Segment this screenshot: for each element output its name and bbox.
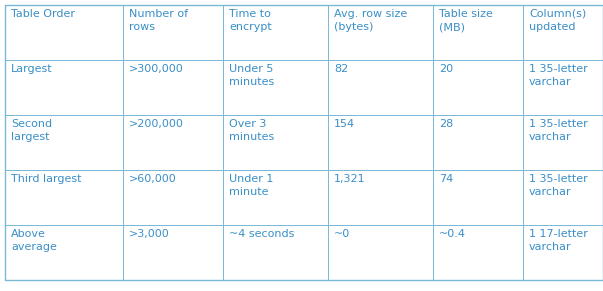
Text: Largest: Largest — [11, 64, 52, 74]
Text: 154: 154 — [334, 119, 355, 129]
Bar — [523, 5, 603, 60]
Text: Avg. row size
(bytes): Avg. row size (bytes) — [334, 9, 407, 32]
Bar — [523, 170, 603, 225]
Text: Above
average: Above average — [11, 229, 57, 252]
Bar — [123, 5, 223, 60]
Text: Under 1
minute: Under 1 minute — [229, 174, 273, 197]
Bar — [223, 60, 328, 115]
Bar — [123, 115, 223, 170]
Bar — [5, 115, 123, 170]
Bar — [433, 5, 523, 60]
Text: Time to
encrypt: Time to encrypt — [229, 9, 272, 32]
Bar — [123, 225, 223, 280]
Bar — [328, 170, 433, 225]
Bar — [328, 225, 433, 280]
Text: Over 3
minutes: Over 3 minutes — [229, 119, 274, 142]
Text: Table size
(MB): Table size (MB) — [439, 9, 493, 32]
Text: >60,000: >60,000 — [129, 174, 177, 184]
Bar — [5, 170, 123, 225]
Bar — [123, 170, 223, 225]
Bar — [123, 60, 223, 115]
Bar — [523, 115, 603, 170]
Bar — [433, 115, 523, 170]
Bar — [433, 60, 523, 115]
Text: 1,321: 1,321 — [334, 174, 365, 184]
Text: 20: 20 — [439, 64, 453, 74]
Bar — [5, 225, 123, 280]
Bar — [328, 115, 433, 170]
Bar — [5, 5, 123, 60]
Text: 1 35-letter
varchar: 1 35-letter varchar — [529, 64, 588, 87]
Bar — [523, 60, 603, 115]
Text: 82: 82 — [334, 64, 349, 74]
Bar — [5, 60, 123, 115]
Text: ~0: ~0 — [334, 229, 350, 239]
Bar — [433, 170, 523, 225]
Text: 1 35-letter
varchar: 1 35-letter varchar — [529, 119, 588, 142]
Text: >3,000: >3,000 — [129, 229, 170, 239]
Text: >300,000: >300,000 — [129, 64, 184, 74]
Bar — [328, 5, 433, 60]
Text: 28: 28 — [439, 119, 453, 129]
Text: Column(s)
updated: Column(s) updated — [529, 9, 586, 32]
Bar — [223, 115, 328, 170]
Text: ~4 seconds: ~4 seconds — [229, 229, 294, 239]
Bar — [223, 225, 328, 280]
Text: Number of
rows: Number of rows — [129, 9, 188, 32]
Text: 74: 74 — [439, 174, 453, 184]
Text: ~0.4: ~0.4 — [439, 229, 466, 239]
Text: Third largest: Third largest — [11, 174, 81, 184]
Bar — [433, 225, 523, 280]
Text: 1 35-letter
varchar: 1 35-letter varchar — [529, 174, 588, 197]
Bar — [223, 5, 328, 60]
Text: 1 17-letter
varchar: 1 17-letter varchar — [529, 229, 588, 252]
Text: >200,000: >200,000 — [129, 119, 184, 129]
Text: Table Order: Table Order — [11, 9, 75, 19]
Bar — [523, 225, 603, 280]
Bar — [328, 60, 433, 115]
Text: Second
largest: Second largest — [11, 119, 52, 142]
Bar — [223, 170, 328, 225]
Text: Under 5
minutes: Under 5 minutes — [229, 64, 274, 87]
